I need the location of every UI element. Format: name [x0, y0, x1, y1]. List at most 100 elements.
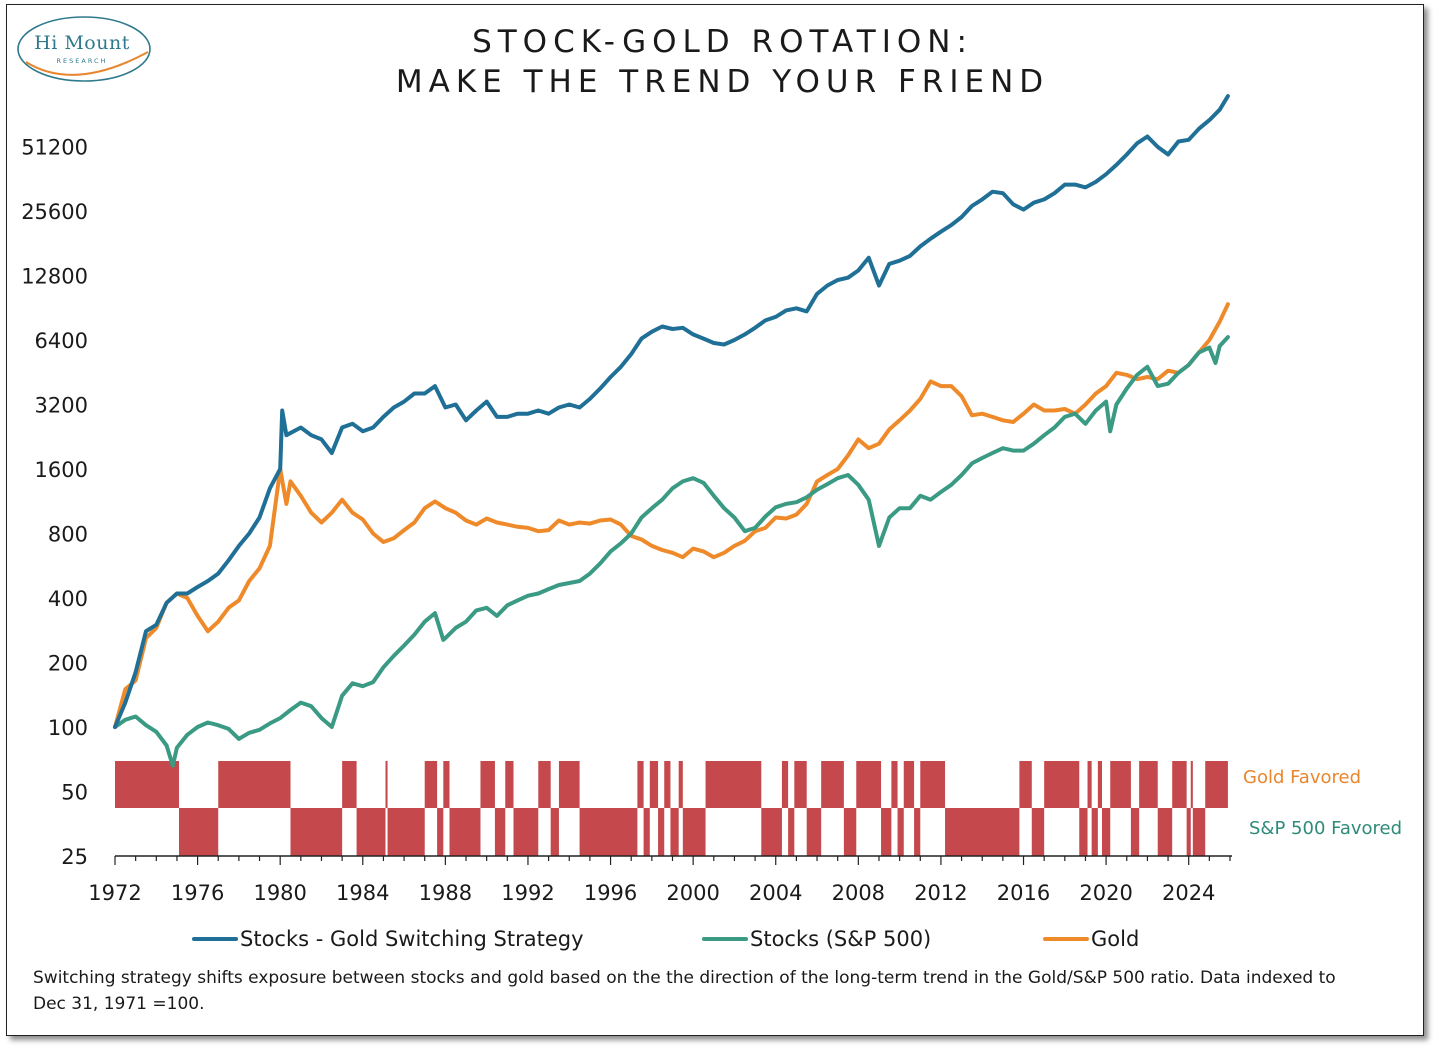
regime-sp500-band — [788, 808, 795, 856]
logo-subtitle: RESEARCH — [56, 57, 108, 65]
regime-gold-band — [443, 761, 450, 808]
legend-item-switch: Stocks - Gold Switching Strategy — [192, 924, 584, 954]
legend-swatch-stocks — [702, 937, 748, 941]
chart-title-line1: STOCK-GOLD ROTATION: — [472, 24, 973, 60]
logo: Hi Mount RESEARCH — [14, 12, 154, 86]
y-tick-label: 400 — [48, 587, 88, 611]
y-tick-label: 800 — [48, 523, 88, 547]
regime-gold-band — [794, 761, 807, 808]
regime-gold-band — [424, 761, 438, 808]
x-tick-label: 2008 — [832, 881, 885, 905]
x-tick-label: 1980 — [253, 881, 306, 905]
regime-gold-band — [115, 761, 180, 808]
x-tick-label: 2004 — [749, 881, 802, 905]
regime-gold-band — [920, 761, 946, 808]
x-tick-label: 2016 — [997, 881, 1050, 905]
regime-gold-band — [678, 761, 683, 808]
regime-gold-band — [821, 761, 844, 808]
y-tick-label: 6400 — [35, 329, 88, 353]
regime-sp500-band — [806, 808, 822, 856]
regime-sp500-band — [881, 808, 892, 856]
regime-gold-band — [1097, 761, 1102, 808]
regime-sp500-band — [513, 808, 539, 856]
regime-gold-band — [1019, 761, 1032, 808]
x-tick-label: 1992 — [501, 881, 554, 905]
x-tick-label: 2000 — [666, 881, 719, 905]
series-lines — [113, 94, 1230, 768]
regime-sp500-band — [761, 808, 782, 856]
regime-gold-band — [856, 761, 882, 808]
chart-frame — [6, 4, 1424, 1036]
x-tick-label: 1996 — [584, 881, 637, 905]
regime-gold-band — [781, 761, 789, 808]
axes: 1972 1976 1980 1984 1988 1992 1996 2000 2004 2008… — [21, 136, 1232, 905]
regime-sp500-band — [843, 808, 857, 856]
regime-sp500-band — [449, 808, 481, 856]
regime-gold-band — [538, 761, 551, 808]
regime-sp500-band — [1101, 808, 1111, 856]
regime-label-gold: Gold Favored — [1243, 767, 1362, 788]
regime-gold-band — [637, 761, 644, 808]
regime-sp500-band — [1157, 808, 1173, 856]
regime-sp500-band — [945, 808, 1020, 856]
regime-gold-band — [1110, 761, 1131, 808]
x-tick-label: 2012 — [914, 881, 967, 905]
regime-sp500-band — [179, 808, 219, 856]
regime-sp500-band — [550, 808, 559, 856]
regime-sp500-band — [1091, 808, 1098, 856]
regime-gold-band — [505, 761, 514, 808]
legend-item-stocks: Stocks (S&P 500) — [702, 924, 931, 954]
regime-gold-band — [1205, 761, 1228, 808]
series-line-gold — [113, 302, 1230, 729]
regime-gold-band — [218, 761, 291, 808]
y-tick-label: 51200 — [21, 136, 88, 160]
regime-gold-band — [1044, 761, 1080, 808]
regime-sp500-band — [897, 808, 904, 856]
regime-bands — [115, 761, 1228, 856]
x-tick-label: 1988 — [419, 881, 472, 905]
regime-label-sp500: S&P 500 Favored — [1249, 818, 1403, 839]
regime-gold-band — [1172, 761, 1187, 808]
regime-sp500-band — [914, 808, 921, 856]
regime-sp500-band — [1031, 808, 1045, 856]
series-line-switch — [113, 94, 1230, 729]
legend-swatch-switch — [192, 937, 238, 941]
y-tick-label: 25600 — [21, 200, 88, 224]
regime-gold-band — [705, 761, 762, 808]
x-tick-label: 1976 — [171, 881, 224, 905]
regime-sp500-band — [658, 808, 665, 856]
y-tick-label: 12800 — [21, 265, 88, 289]
regime-sp500-band — [1130, 808, 1140, 856]
regime-sp500-band — [579, 808, 638, 856]
regime-gold-band — [342, 761, 357, 808]
y-tick-label: 25 — [61, 845, 88, 869]
legend-swatch-gold — [1043, 937, 1089, 941]
regime-gold-band — [480, 761, 495, 808]
regime-sp500-band — [290, 808, 343, 856]
regime-sp500-band — [1079, 808, 1088, 856]
regime-sp500-band — [1192, 808, 1206, 856]
x-tick-label: 2024 — [1162, 881, 1215, 905]
regime-gold-band — [1139, 761, 1158, 808]
regime-gold-band — [385, 761, 388, 808]
regime-sp500-band — [387, 808, 425, 856]
regime-sp500-band — [494, 808, 506, 856]
legend-label-switch: Stocks - Gold Switching Strategy — [240, 927, 584, 951]
x-tick-label: 2020 — [1079, 881, 1132, 905]
regime-gold-band — [1087, 761, 1092, 808]
legend-label-stocks: Stocks (S&P 500) — [750, 927, 932, 951]
legend-item-gold: Gold — [1043, 924, 1139, 954]
regime-gold-band — [664, 761, 671, 808]
x-tick-label: 1972 — [88, 881, 141, 905]
logo-ellipse-icon — [17, 16, 151, 82]
regime-sp500-band — [643, 808, 650, 856]
legend-label-gold: Gold — [1091, 927, 1140, 951]
regime-gold-band — [1190, 761, 1193, 808]
series-line-stocks — [113, 335, 1230, 768]
regime-gold-band — [649, 761, 659, 808]
x-tick-label: 1984 — [336, 881, 389, 905]
regime-gold-band — [891, 761, 898, 808]
logo-name: Hi Mount — [34, 32, 130, 54]
y-tick-label: 100 — [48, 716, 88, 740]
y-tick-label: 50 — [61, 781, 88, 805]
